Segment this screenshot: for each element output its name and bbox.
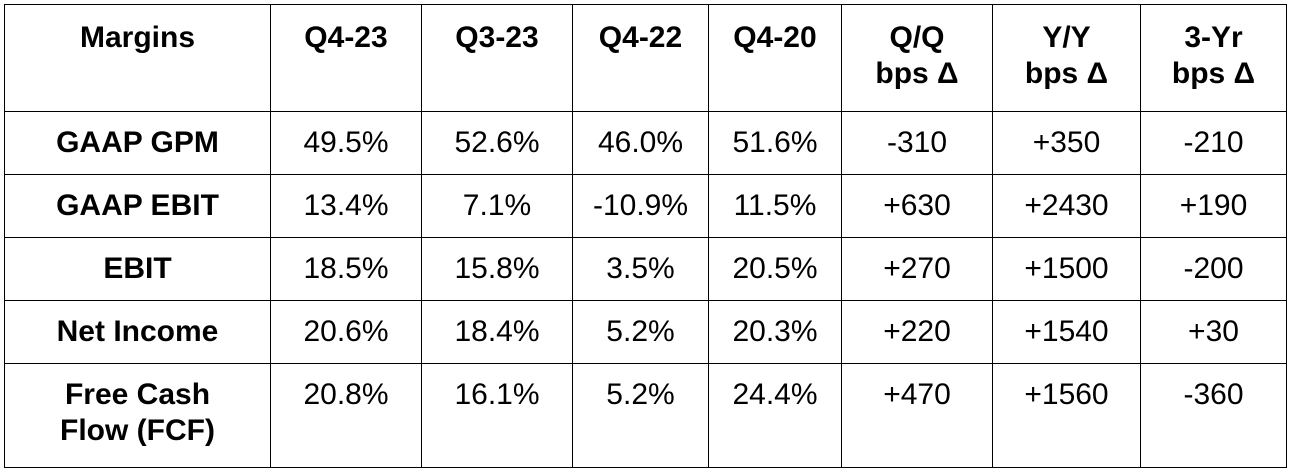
column-header: Q3-23 — [421, 4, 573, 112]
table-cell: +190 — [1140, 174, 1287, 238]
table-row: GAAP EBIT 13.4% 7.1% -10.9% 11.5% +630 +… — [4, 174, 1287, 238]
table-row: EBIT 18.5% 15.8% 3.5% 20.5% +270 +1500 -… — [4, 237, 1287, 301]
table-cell: -310 — [841, 111, 993, 175]
row-label: Net Income — [4, 300, 271, 364]
row-label: GAAP EBIT — [4, 174, 271, 238]
table-row: GAAP GPM 49.5% 52.6% 46.0% 51.6% -310 +3… — [4, 111, 1287, 175]
table-cell: 5.2% — [572, 300, 709, 364]
table-cell: 52.6% — [421, 111, 573, 175]
table-cell: 24.4% — [708, 363, 842, 468]
table-cell: 20.3% — [708, 300, 842, 364]
table-cell: 16.1% — [421, 363, 573, 468]
column-header: Q4-22 — [572, 4, 709, 112]
table-cell: 49.5% — [270, 111, 422, 175]
column-header: Q4-23 — [270, 4, 422, 112]
table-cell: 7.1% — [421, 174, 573, 238]
table-cell: +470 — [841, 363, 993, 468]
table-cell: +270 — [841, 237, 993, 301]
header-row: Margins Q4-23 Q3-23 Q4-22 Q4-20 Q/Q bps … — [4, 4, 1287, 112]
column-header: 3-Yr bps Δ — [1140, 4, 1287, 112]
table-cell: 20.8% — [270, 363, 422, 468]
table-cell: 15.8% — [421, 237, 573, 301]
column-header: Margins — [4, 4, 271, 112]
margins-table: Margins Q4-23 Q3-23 Q4-22 Q4-20 Q/Q bps … — [4, 4, 1287, 468]
table-cell: -200 — [1140, 237, 1287, 301]
row-label: Free Cash Flow (FCF) — [4, 363, 271, 468]
row-label: EBIT — [4, 237, 271, 301]
table-cell: +2430 — [992, 174, 1141, 238]
table-cell: 20.5% — [708, 237, 842, 301]
table-cell: 5.2% — [572, 363, 709, 468]
table-cell: +630 — [841, 174, 993, 238]
column-header: Q/Q bps Δ — [841, 4, 993, 112]
table-cell: -210 — [1140, 111, 1287, 175]
table-cell: 46.0% — [572, 111, 709, 175]
table-cell: +1540 — [992, 300, 1141, 364]
table-cell: 18.4% — [421, 300, 573, 364]
row-label: GAAP GPM — [4, 111, 271, 175]
table-cell: +1560 — [992, 363, 1141, 468]
table-cell: +350 — [992, 111, 1141, 175]
table-cell: +30 — [1140, 300, 1287, 364]
table-cell: 11.5% — [708, 174, 842, 238]
table-cell: 51.6% — [708, 111, 842, 175]
table-cell: -360 — [1140, 363, 1287, 468]
table-cell: 20.6% — [270, 300, 422, 364]
column-header: Q4-20 — [708, 4, 842, 112]
table-row: Free Cash Flow (FCF) 20.8% 16.1% 5.2% 24… — [4, 363, 1287, 468]
table-cell: +220 — [841, 300, 993, 364]
table-cell: +1500 — [992, 237, 1141, 301]
column-header: Y/Y bps Δ — [992, 4, 1141, 112]
table-cell: 3.5% — [572, 237, 709, 301]
table-row: Net Income 20.6% 18.4% 5.2% 20.3% +220 +… — [4, 300, 1287, 364]
table-cell: 13.4% — [270, 174, 422, 238]
table-cell: 18.5% — [270, 237, 422, 301]
table-cell: -10.9% — [572, 174, 709, 238]
